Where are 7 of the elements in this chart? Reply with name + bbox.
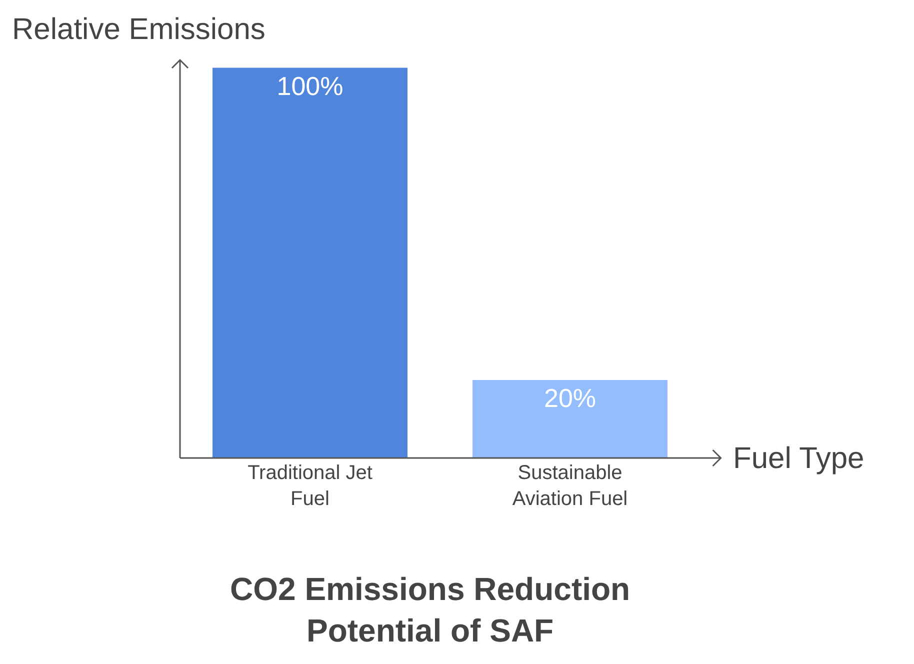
x-tick-label: Traditional Jet Fuel (248, 462, 373, 510)
data-label: 20% (544, 382, 596, 413)
y-axis-title: Relative Emissions (12, 13, 266, 46)
x-tick-label: Sustainable Aviation Fuel (512, 462, 628, 510)
text: CO2 Emissions Reduction Potential of SAF (230, 571, 630, 649)
data-label: 100% (276, 70, 344, 101)
x-axis-title: Fuel Type (733, 442, 864, 475)
